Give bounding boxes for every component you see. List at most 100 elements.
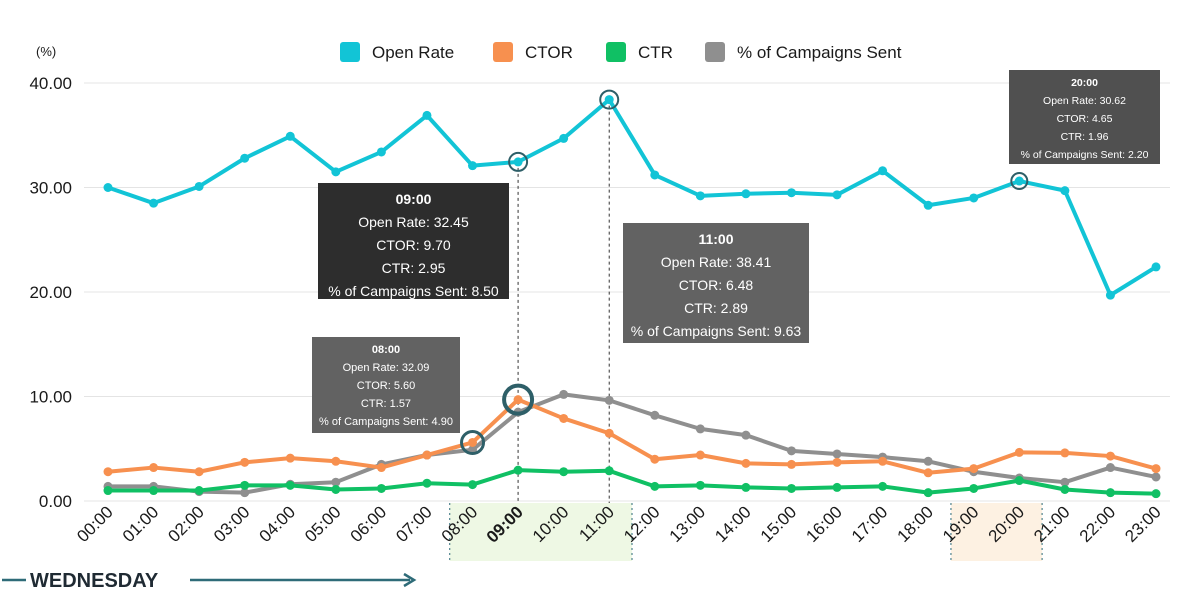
data-point xyxy=(878,481,888,491)
data-point xyxy=(923,200,933,210)
x-tick-label: 18:00 xyxy=(893,502,937,546)
data-point xyxy=(695,450,705,460)
data-point xyxy=(285,131,295,141)
data-point xyxy=(285,453,295,463)
data-point xyxy=(1060,477,1070,487)
data-point xyxy=(1151,489,1161,499)
data-point xyxy=(786,446,796,456)
highlight-marker xyxy=(460,429,486,455)
series-line xyxy=(106,397,1158,475)
x-tick-label: 01:00 xyxy=(119,502,163,546)
data-point xyxy=(422,110,432,120)
data-point xyxy=(604,95,614,105)
x-tick-label: 03:00 xyxy=(210,502,254,546)
data-point xyxy=(513,395,523,405)
tooltip-0800: 08:00 Open Rate: 32.09 CTOR: 5.60 CTR: 1.57… xyxy=(312,337,460,433)
data-point xyxy=(832,457,842,467)
highlight-marker xyxy=(1010,172,1029,191)
data-point xyxy=(741,189,751,199)
tooltip-line: Open Rate: 38.41 xyxy=(661,254,772,270)
data-point xyxy=(240,457,250,467)
y-tick-label: 40.00 xyxy=(29,74,72,93)
highlight-marker xyxy=(502,383,535,416)
legend-swatch xyxy=(340,42,360,62)
data-point xyxy=(559,389,569,399)
tooltip-line: CTR: 2.95 xyxy=(382,260,446,276)
data-point xyxy=(695,191,705,201)
y-tick-label: 20.00 xyxy=(29,283,72,302)
data-point xyxy=(468,437,478,447)
tooltip-title: 11:00 xyxy=(698,231,733,247)
tooltip-line: CTOR: 6.48 xyxy=(679,277,754,293)
series-open-rate xyxy=(103,95,1161,300)
legend-label: % of Campaigns Sent xyxy=(737,43,902,62)
y-tick-label: 30.00 xyxy=(29,179,72,198)
data-point xyxy=(969,464,979,474)
x-tick-label: 15:00 xyxy=(757,502,801,546)
tooltip-line: % of Campaigns Sent: 8.50 xyxy=(328,283,499,299)
data-point xyxy=(741,458,751,468)
data-point xyxy=(468,161,478,171)
data-point xyxy=(1105,488,1115,498)
tooltip-line: CTR: 1.57 xyxy=(361,398,411,410)
highlight-marker xyxy=(508,151,529,172)
data-point xyxy=(240,480,250,490)
tooltip-title: 08:00 xyxy=(372,344,400,356)
series-line xyxy=(106,97,1158,298)
data-point xyxy=(468,480,478,490)
series-ctr xyxy=(103,465,1161,499)
data-point xyxy=(103,467,113,477)
data-point xyxy=(1105,451,1115,461)
data-point xyxy=(376,483,386,493)
data-point xyxy=(1151,464,1161,474)
data-point xyxy=(650,481,660,491)
data-point xyxy=(786,459,796,469)
data-point xyxy=(103,486,113,496)
x-tick-label: 13:00 xyxy=(666,502,710,546)
data-point xyxy=(376,147,386,157)
tooltip-line: Open Rate: 32.45 xyxy=(358,214,469,230)
data-point xyxy=(923,456,933,466)
data-point xyxy=(1014,447,1024,457)
highlight-marker xyxy=(599,89,620,110)
data-point xyxy=(1060,448,1070,458)
data-point xyxy=(559,413,569,423)
data-point xyxy=(695,480,705,490)
tooltip-0900: 09:00 Open Rate: 32.45 CTOR: 9.70 CTR: 2.95… xyxy=(318,183,509,299)
data-point xyxy=(331,456,341,466)
data-point xyxy=(194,486,204,496)
data-point xyxy=(376,463,386,473)
data-point xyxy=(650,454,660,464)
tooltip-line: % of Campaigns Sent: 2.20 xyxy=(1021,149,1149,161)
x-tick-label: 00:00 xyxy=(73,502,117,546)
data-point xyxy=(559,133,569,143)
tooltip-line: CTOR: 4.65 xyxy=(1057,113,1113,125)
data-point xyxy=(194,181,204,191)
y-tick-label: 10.00 xyxy=(29,388,72,407)
tooltip-title: 09:00 xyxy=(396,191,432,207)
data-point xyxy=(1014,176,1024,186)
y-axis-unit: (%) xyxy=(36,44,56,59)
tooltip-line: CTR: 1.96 xyxy=(1061,131,1109,143)
data-point xyxy=(331,167,341,177)
tooltip-box xyxy=(1009,70,1160,164)
data-point xyxy=(103,183,113,192)
data-point xyxy=(832,482,842,492)
data-point xyxy=(695,424,705,434)
data-point xyxy=(194,467,204,477)
series-of-campaigns-sent xyxy=(103,389,1161,498)
data-point xyxy=(786,483,796,493)
x-tick-label: 16:00 xyxy=(802,502,846,546)
data-point xyxy=(604,466,614,476)
data-point xyxy=(650,170,660,180)
legend-label: CTR xyxy=(638,43,673,62)
legend-swatch xyxy=(493,42,513,62)
data-point xyxy=(1151,472,1161,482)
data-point xyxy=(878,456,888,466)
tooltip-line: % of Campaigns Sent: 9.63 xyxy=(631,323,802,339)
legend-label: CTOR xyxy=(525,43,573,62)
tooltip-box xyxy=(318,183,509,299)
x-tick-label: 02:00 xyxy=(164,502,208,546)
tooltip-line: CTR: 2.89 xyxy=(684,300,748,316)
